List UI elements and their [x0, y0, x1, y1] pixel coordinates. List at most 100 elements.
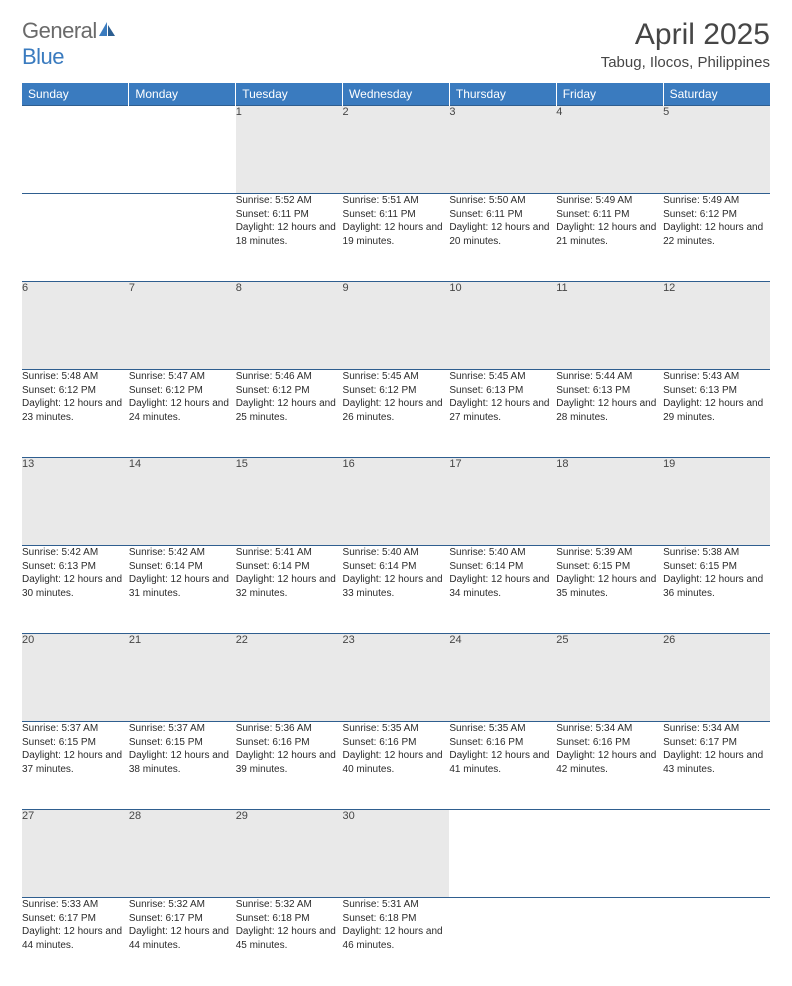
sunset-line: Sunset: 6:14 PM	[343, 560, 450, 574]
sunrise-line: Sunrise: 5:37 AM	[129, 722, 236, 736]
sunrise-line: Sunrise: 5:35 AM	[343, 722, 450, 736]
weekday-header: Saturday	[663, 83, 770, 106]
daylight-line: Daylight: 12 hours and 42 minutes.	[556, 749, 663, 776]
logo: GeneralBlue	[22, 18, 117, 70]
daylight-line: Daylight: 12 hours and 44 minutes.	[22, 925, 129, 952]
sunrise-line: Sunrise: 5:45 AM	[343, 370, 450, 384]
logo-text: GeneralBlue	[22, 18, 117, 70]
day-detail-cell: Sunrise: 5:31 AMSunset: 6:18 PMDaylight:…	[343, 898, 450, 986]
sunset-line: Sunset: 6:17 PM	[22, 912, 129, 926]
sunset-line: Sunset: 6:11 PM	[236, 208, 343, 222]
day-detail-row: Sunrise: 5:42 AMSunset: 6:13 PMDaylight:…	[22, 546, 770, 634]
day-detail-cell: Sunrise: 5:37 AMSunset: 6:15 PMDaylight:…	[22, 722, 129, 810]
sunset-line: Sunset: 6:14 PM	[129, 560, 236, 574]
sunrise-line: Sunrise: 5:46 AM	[236, 370, 343, 384]
day-detail-cell: Sunrise: 5:49 AMSunset: 6:11 PMDaylight:…	[556, 194, 663, 282]
day-number-cell: 8	[236, 282, 343, 370]
day-number-cell: 30	[343, 810, 450, 898]
day-number-cell	[449, 810, 556, 898]
day-detail-cell: Sunrise: 5:44 AMSunset: 6:13 PMDaylight:…	[556, 370, 663, 458]
sunrise-line: Sunrise: 5:38 AM	[663, 546, 770, 560]
sunrise-line: Sunrise: 5:31 AM	[343, 898, 450, 912]
daylight-line: Daylight: 12 hours and 22 minutes.	[663, 221, 770, 248]
sunset-line: Sunset: 6:11 PM	[556, 208, 663, 222]
daylight-line: Daylight: 12 hours and 40 minutes.	[343, 749, 450, 776]
weekday-header: Thursday	[449, 83, 556, 106]
daylight-line: Daylight: 12 hours and 19 minutes.	[343, 221, 450, 248]
day-detail-row: Sunrise: 5:48 AMSunset: 6:12 PMDaylight:…	[22, 370, 770, 458]
day-number-cell: 22	[236, 634, 343, 722]
daylight-line: Daylight: 12 hours and 23 minutes.	[22, 397, 129, 424]
daylight-line: Daylight: 12 hours and 26 minutes.	[343, 397, 450, 424]
daylight-line: Daylight: 12 hours and 41 minutes.	[449, 749, 556, 776]
day-detail-cell: Sunrise: 5:32 AMSunset: 6:18 PMDaylight:…	[236, 898, 343, 986]
day-detail-cell: Sunrise: 5:43 AMSunset: 6:13 PMDaylight:…	[663, 370, 770, 458]
weekday-header: Friday	[556, 83, 663, 106]
day-number-cell: 5	[663, 106, 770, 194]
day-detail-cell: Sunrise: 5:32 AMSunset: 6:17 PMDaylight:…	[129, 898, 236, 986]
sunset-line: Sunset: 6:11 PM	[449, 208, 556, 222]
location-label: Tabug, Ilocos, Philippines	[601, 54, 770, 71]
day-number-cell: 3	[449, 106, 556, 194]
sunrise-line: Sunrise: 5:32 AM	[236, 898, 343, 912]
month-title: April 2025	[601, 18, 770, 52]
sunset-line: Sunset: 6:15 PM	[663, 560, 770, 574]
day-detail-cell: Sunrise: 5:39 AMSunset: 6:15 PMDaylight:…	[556, 546, 663, 634]
daylight-line: Daylight: 12 hours and 46 minutes.	[343, 925, 450, 952]
day-detail-cell: Sunrise: 5:45 AMSunset: 6:12 PMDaylight:…	[343, 370, 450, 458]
day-detail-cell	[22, 194, 129, 282]
day-number-cell: 28	[129, 810, 236, 898]
day-number-cell	[663, 810, 770, 898]
day-detail-cell: Sunrise: 5:41 AMSunset: 6:14 PMDaylight:…	[236, 546, 343, 634]
daylight-line: Daylight: 12 hours and 21 minutes.	[556, 221, 663, 248]
title-block: April 2025 Tabug, Ilocos, Philippines	[601, 18, 770, 71]
day-number-cell: 16	[343, 458, 450, 546]
daylight-line: Daylight: 12 hours and 18 minutes.	[236, 221, 343, 248]
day-detail-cell: Sunrise: 5:33 AMSunset: 6:17 PMDaylight:…	[22, 898, 129, 986]
sunrise-line: Sunrise: 5:51 AM	[343, 194, 450, 208]
weekday-header: Sunday	[22, 83, 129, 106]
sunrise-line: Sunrise: 5:39 AM	[556, 546, 663, 560]
day-detail-cell: Sunrise: 5:42 AMSunset: 6:14 PMDaylight:…	[129, 546, 236, 634]
sunset-line: Sunset: 6:14 PM	[236, 560, 343, 574]
day-detail-cell: Sunrise: 5:51 AMSunset: 6:11 PMDaylight:…	[343, 194, 450, 282]
day-number-row: 12345	[22, 106, 770, 194]
day-number-cell: 26	[663, 634, 770, 722]
sunrise-line: Sunrise: 5:43 AM	[663, 370, 770, 384]
day-detail-cell: Sunrise: 5:42 AMSunset: 6:13 PMDaylight:…	[22, 546, 129, 634]
day-detail-row: Sunrise: 5:33 AMSunset: 6:17 PMDaylight:…	[22, 898, 770, 986]
day-detail-cell	[129, 194, 236, 282]
day-number-cell: 7	[129, 282, 236, 370]
day-number-cell: 17	[449, 458, 556, 546]
daylight-line: Daylight: 12 hours and 38 minutes.	[129, 749, 236, 776]
daylight-line: Daylight: 12 hours and 36 minutes.	[663, 573, 770, 600]
sunrise-line: Sunrise: 5:49 AM	[663, 194, 770, 208]
day-detail-cell: Sunrise: 5:50 AMSunset: 6:11 PMDaylight:…	[449, 194, 556, 282]
day-detail-cell: Sunrise: 5:45 AMSunset: 6:13 PMDaylight:…	[449, 370, 556, 458]
sunrise-line: Sunrise: 5:37 AM	[22, 722, 129, 736]
sunrise-line: Sunrise: 5:40 AM	[449, 546, 556, 560]
day-number-cell: 18	[556, 458, 663, 546]
day-detail-cell	[556, 898, 663, 986]
sunrise-line: Sunrise: 5:42 AM	[22, 546, 129, 560]
sunrise-line: Sunrise: 5:40 AM	[343, 546, 450, 560]
day-number-cell: 12	[663, 282, 770, 370]
weekday-header: Wednesday	[343, 83, 450, 106]
day-detail-cell: Sunrise: 5:40 AMSunset: 6:14 PMDaylight:…	[449, 546, 556, 634]
day-detail-cell	[449, 898, 556, 986]
sunset-line: Sunset: 6:16 PM	[343, 736, 450, 750]
sunrise-line: Sunrise: 5:34 AM	[556, 722, 663, 736]
day-number-cell	[22, 106, 129, 194]
daylight-line: Daylight: 12 hours and 34 minutes.	[449, 573, 556, 600]
sunset-line: Sunset: 6:15 PM	[556, 560, 663, 574]
calendar-table: SundayMondayTuesdayWednesdayThursdayFrid…	[22, 83, 770, 986]
day-detail-cell: Sunrise: 5:34 AMSunset: 6:16 PMDaylight:…	[556, 722, 663, 810]
daylight-line: Daylight: 12 hours and 31 minutes.	[129, 573, 236, 600]
sunset-line: Sunset: 6:16 PM	[556, 736, 663, 750]
day-number-cell: 15	[236, 458, 343, 546]
daylight-line: Daylight: 12 hours and 32 minutes.	[236, 573, 343, 600]
sunrise-line: Sunrise: 5:33 AM	[22, 898, 129, 912]
weekday-header: Tuesday	[236, 83, 343, 106]
day-number-cell: 21	[129, 634, 236, 722]
sunset-line: Sunset: 6:13 PM	[449, 384, 556, 398]
